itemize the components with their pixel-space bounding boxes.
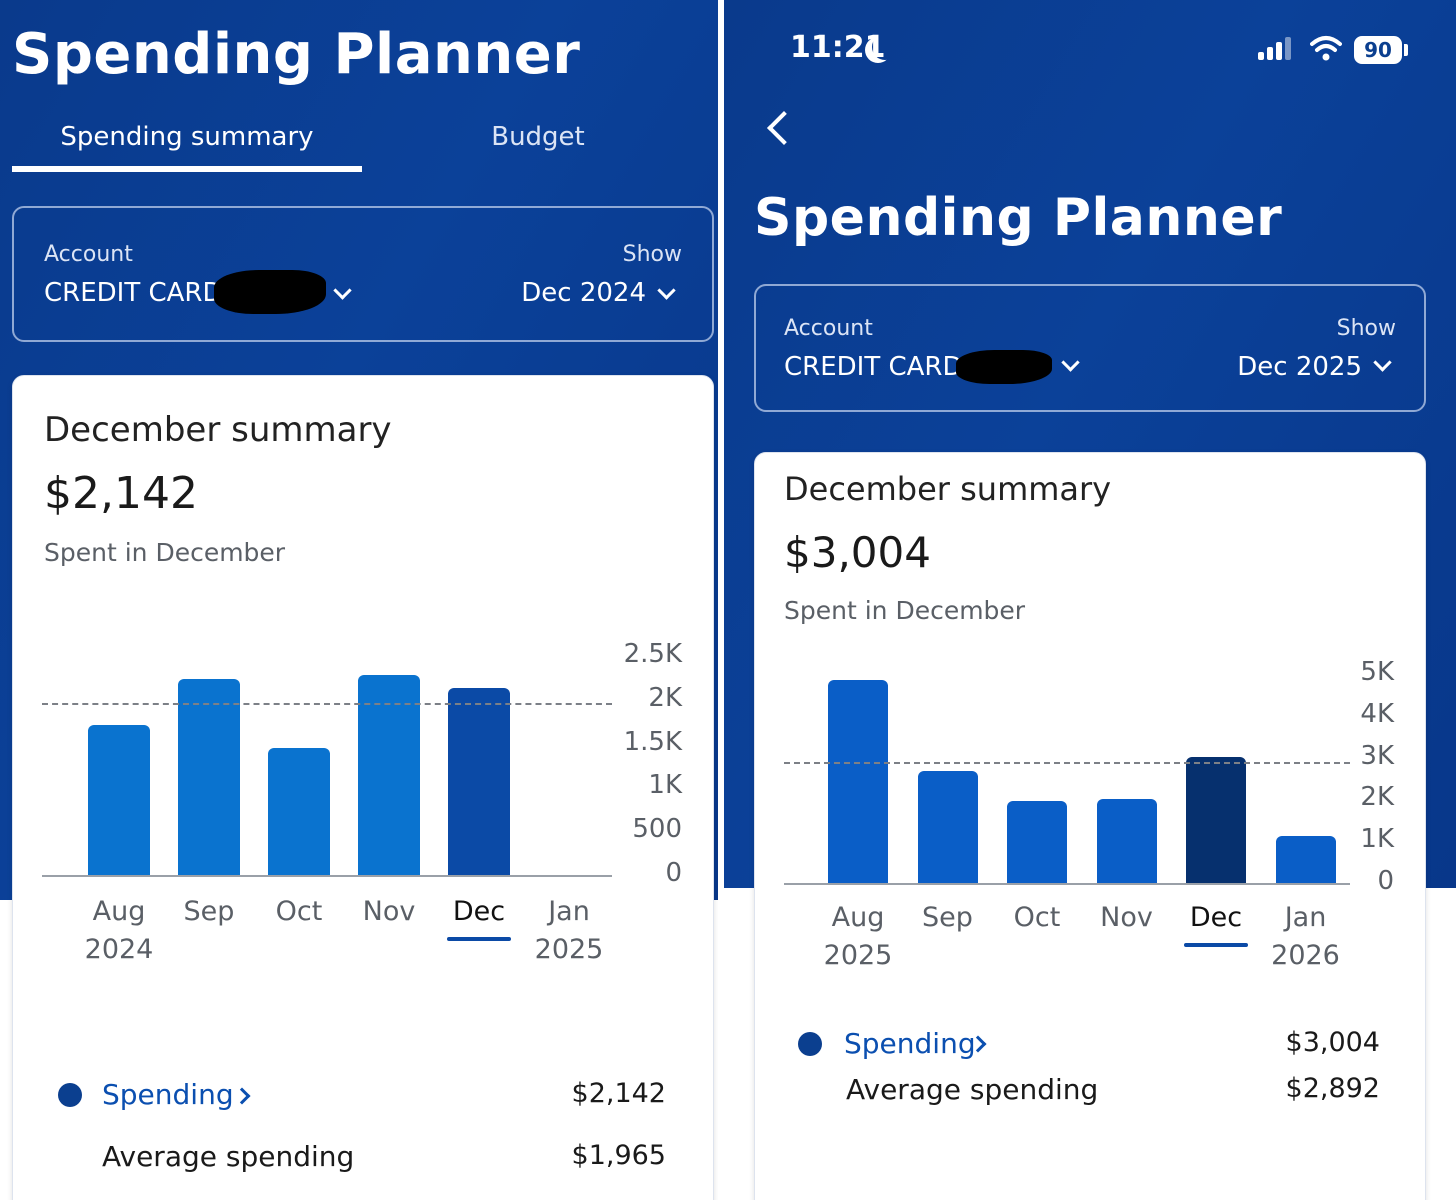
left-screen: Spending Planner Spending summary Budget… [0, 0, 724, 1200]
x-axis-tick-label[interactable]: Aug 2025 [823, 902, 893, 971]
y-axis-tick-label: 500 [632, 814, 682, 845]
x-axis-tick-label[interactable]: Aug 2024 [84, 896, 154, 965]
x-axis-tick-label[interactable]: Oct [275, 896, 323, 927]
spending-value: $2,142 [571, 1078, 666, 1109]
average-dashed-line [784, 762, 1350, 765]
redacted-account-number [956, 350, 1052, 384]
tab-spending-summary[interactable]: Spending summary [60, 122, 314, 152]
x-axis-tick-label[interactable]: Dec [452, 896, 506, 927]
average-spending-value: $2,892 [1285, 1073, 1380, 1104]
y-axis-tick-label: 1K [648, 770, 682, 801]
spending-bar-chart: 5K 4K 3K 2K 1K 0 Aug 2025 Sep Oct Nov Dec Jan 2026 [724, 0, 1456, 1000]
bar-nov[interactable] [1096, 799, 1157, 883]
summary-title: December summary [784, 470, 1112, 508]
x-axis-tick-label[interactable]: Jan 2025 [534, 896, 604, 965]
screenshot-divider [718, 0, 726, 1200]
spending-bar-chart: 2.5K 2K 1.5K 1K 500 0 Aug 2024 Sep Oct Nov Dec Jan 20… [0, 0, 724, 1000]
bar-sep[interactable] [917, 771, 978, 883]
y-axis-tick-label: 2.5K [623, 639, 682, 669]
average-spending-label: Average spending [102, 1140, 355, 1173]
x-axis-tick-label[interactable]: Oct [1013, 902, 1061, 933]
show-month-dropdown[interactable]: Dec 2024 [521, 278, 646, 308]
y-axis-tick-label: 4K [1360, 698, 1394, 729]
y-axis-tick-label: 2K [648, 682, 682, 713]
cellular-signal-icon [1267, 47, 1273, 60]
page-title: Spending Planner [12, 22, 581, 87]
x-axis-tick-label[interactable]: Nov [1100, 902, 1153, 933]
cellular-signal-icon [1285, 37, 1291, 60]
cellular-signal-icon [1258, 52, 1264, 60]
bar-jan-2026[interactable] [1275, 835, 1336, 883]
bar-aug-2025[interactable] [828, 680, 888, 883]
y-axis-tick-label: 3K [1360, 740, 1394, 771]
right-screen: 11:21 90 Spending Planner Account CREDIT… [724, 0, 1456, 1200]
show-label: Show [622, 242, 682, 267]
x-axis-line [784, 883, 1350, 885]
account-dropdown[interactable]: CREDIT CARD [784, 352, 963, 382]
bar-sep[interactable] [178, 678, 240, 875]
x-axis-tick-label[interactable]: Dec [1189, 902, 1243, 933]
account-selector-panel [12, 206, 714, 342]
cellular-signal-icon [1276, 42, 1282, 60]
bar-dec[interactable] [1186, 757, 1246, 883]
selected-month-indicator [447, 937, 511, 941]
summary-subtitle: Spent in December [44, 538, 286, 567]
spending-legend-dot [58, 1083, 82, 1107]
x-axis-tick-label[interactable]: Jan 2026 [1271, 902, 1340, 971]
spending-value: $3,004 [1285, 1027, 1380, 1058]
x-axis-line [42, 875, 612, 877]
y-axis-tick-label: 5K [1360, 657, 1394, 687]
wifi-icon [1310, 36, 1342, 61]
summary-amount: $3,004 [784, 528, 931, 577]
spending-link[interactable]: Spending [844, 1027, 976, 1060]
redacted-account-number [214, 270, 326, 314]
account-selector-panel [754, 284, 1426, 412]
x-axis-tick-label[interactable]: Sep [922, 902, 973, 933]
spending-link[interactable]: Spending [102, 1078, 234, 1111]
battery-icon: 90 [1354, 36, 1402, 64]
account-dropdown[interactable]: CREDIT CARD [44, 278, 223, 308]
average-dashed-line [42, 702, 612, 705]
y-axis-tick-label: 0 [665, 858, 682, 888]
y-axis-tick-label: 1K [1360, 824, 1394, 855]
active-tab-indicator [12, 166, 362, 172]
x-axis-tick-label[interactable]: Nov [362, 896, 416, 927]
bar-aug-2024[interactable] [88, 725, 150, 875]
show-month-dropdown[interactable]: Dec 2025 [1237, 352, 1362, 382]
show-label: Show [1336, 316, 1396, 341]
bar-oct[interactable] [1007, 801, 1067, 883]
summary-amount: $2,142 [44, 468, 198, 519]
bar-nov[interactable] [358, 675, 420, 875]
page-title: Spending Planner [754, 188, 1283, 248]
summary-subtitle: Spent in December [784, 596, 1026, 625]
average-spending-value: $1,965 [571, 1140, 666, 1171]
x-axis-tick-label[interactable]: Sep [183, 896, 235, 927]
spending-legend-dot [798, 1032, 822, 1056]
selected-month-indicator [1184, 943, 1248, 947]
y-axis-tick-label: 0 [1377, 866, 1394, 896]
y-axis-tick-label: 1.5K [623, 726, 682, 757]
account-label: Account [44, 242, 133, 267]
tab-budget[interactable]: Budget [491, 122, 585, 152]
status-time: 11:21 [790, 30, 886, 65]
bar-dec[interactable] [448, 687, 510, 875]
battery-cap [1404, 44, 1408, 56]
bar-oct[interactable] [268, 747, 330, 875]
summary-title: December summary [44, 410, 392, 450]
y-axis-tick-label: 2K [1360, 782, 1394, 813]
account-label: Account [784, 316, 873, 341]
average-spending-label: Average spending [846, 1073, 1099, 1106]
